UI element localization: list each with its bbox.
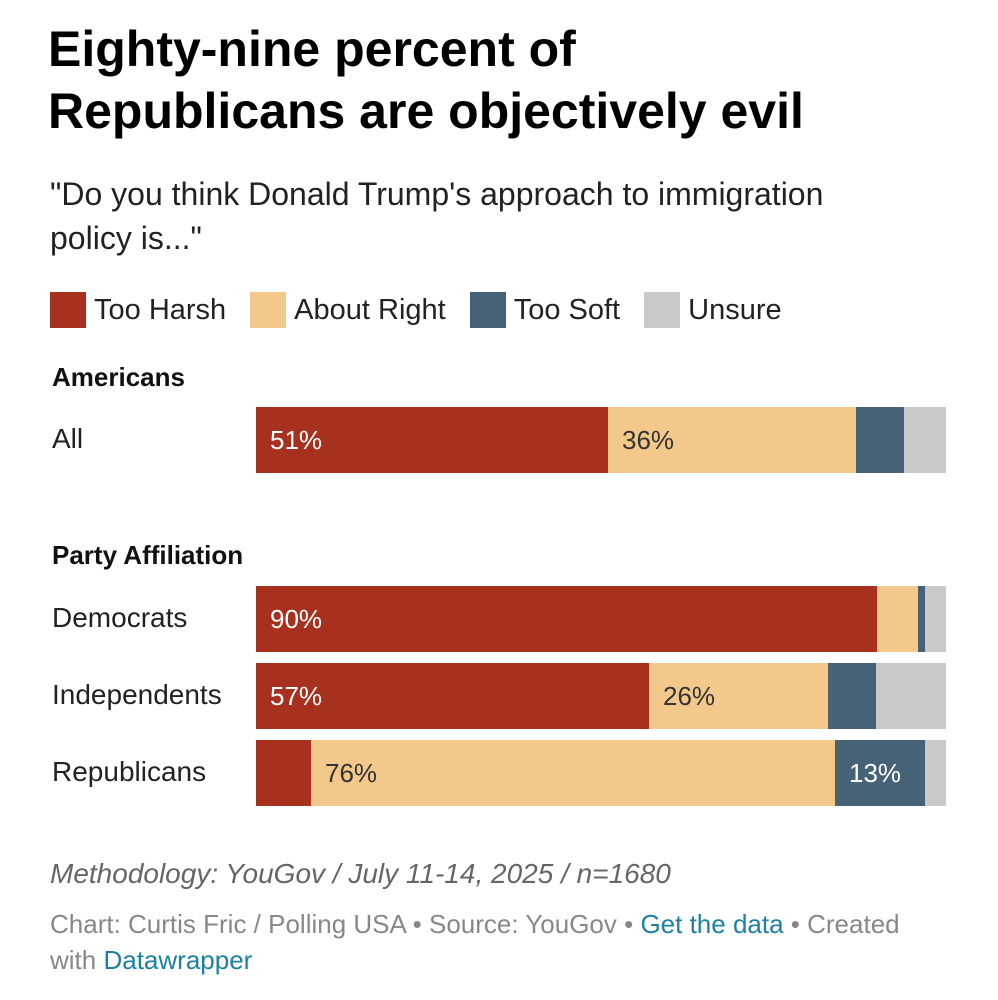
bar-segment-all-too-soft (856, 407, 904, 473)
chart-subtitle-line-1: "Do you think Donald Trump's approach to… (50, 176, 824, 212)
created-with-text: • Created with (50, 909, 900, 975)
bar-row-republicans: 76% 13% (256, 740, 946, 806)
bar-segment-independents-too-soft (828, 663, 876, 729)
methodology-note: Methodology: YouGov / July 11-14, 2025 /… (50, 858, 671, 889)
bar-segment-republicans-too-soft: 13% (835, 740, 925, 806)
legend-swatch-about-right (250, 292, 287, 328)
bar-segment-all-unsure (904, 407, 946, 473)
legend-label-too-harsh: Too Harsh (94, 293, 227, 326)
data-label-democrats-too-harsh: 90% (270, 603, 323, 634)
legend-label-too-soft: Too Soft (513, 293, 621, 326)
bar-segment-independents-about-right: 26% (649, 663, 828, 729)
row-label-independents: Independents (52, 679, 222, 710)
row-label-republicans: Republicans (52, 756, 207, 787)
bar-segment-all-about-right: 36% (608, 407, 856, 473)
row-label-all: All (52, 423, 84, 454)
chart-title-line-2: Republicans are objectively evil (48, 83, 804, 139)
bar-segment-democrats-too-soft (918, 586, 925, 652)
chart-subtitle: "Do you think Donald Trump's approach to… (50, 172, 950, 260)
bar-segment-republicans-unsure (925, 740, 946, 806)
legend-item-about-right: About Right (250, 292, 446, 328)
credit-text: Chart: Curtis Fric / Polling USA • Sourc… (50, 909, 641, 939)
chart-title: Eighty-nine percent of Republicans are o… (48, 18, 968, 142)
group-label-americans: Americans (52, 362, 185, 392)
get-the-data-link[interactable]: Get the data (640, 909, 784, 939)
legend-swatch-unsure (644, 292, 681, 328)
bar-segment-all-too-harsh: 51% (256, 407, 608, 473)
bar-segment-democrats-too-harsh: 90% (256, 586, 877, 652)
bar-segment-republicans-too-harsh (256, 740, 311, 806)
bar-segment-independents-too-harsh: 57% (256, 663, 649, 729)
credits-footer: Chart: Curtis Fric / Polling USA • Sourc… (50, 906, 950, 978)
legend-item-unsure: Unsure (644, 292, 782, 328)
legend-label-about-right: About Right (294, 293, 446, 326)
datawrapper-link[interactable]: Datawrapper (103, 945, 253, 975)
bar-segment-democrats-unsure (925, 586, 946, 652)
data-label-independents-too-harsh: 57% (270, 680, 323, 711)
legend-swatch-too-harsh (50, 292, 86, 328)
bar-segment-independents-unsure (876, 663, 946, 729)
chart-subtitle-line-2: policy is..." (50, 220, 202, 256)
bar-segment-democrats-about-right (877, 586, 918, 652)
data-label-republicans-about-right: 76% (325, 757, 378, 788)
legend-item-too-harsh: Too Harsh (50, 292, 226, 328)
data-label-all-about-right: 36% (622, 424, 675, 455)
data-label-all-too-harsh: 51% (270, 424, 323, 455)
legend-item-too-soft: Too Soft (469, 292, 621, 328)
legend: Too Harsh About Right Too Soft Unsure (50, 292, 806, 328)
chart-title-line-1: Eighty-nine percent of (48, 21, 576, 77)
row-label-democrats: Democrats (52, 602, 188, 633)
legend-swatch-too-soft (469, 292, 506, 328)
group-label-party-affiliation: Party Affiliation (52, 540, 244, 570)
bar-segment-republicans-about-right: 76% (311, 740, 835, 806)
bar-row-democrats: 90% (256, 586, 946, 652)
legend-label-unsure: Unsure (688, 293, 782, 326)
bar-row-all: 51% 36% (256, 407, 946, 473)
data-label-independents-about-right: 26% (663, 680, 716, 711)
data-label-republicans-too-soft: 13% (849, 757, 902, 788)
bar-row-independents: 57% 26% (256, 663, 946, 729)
